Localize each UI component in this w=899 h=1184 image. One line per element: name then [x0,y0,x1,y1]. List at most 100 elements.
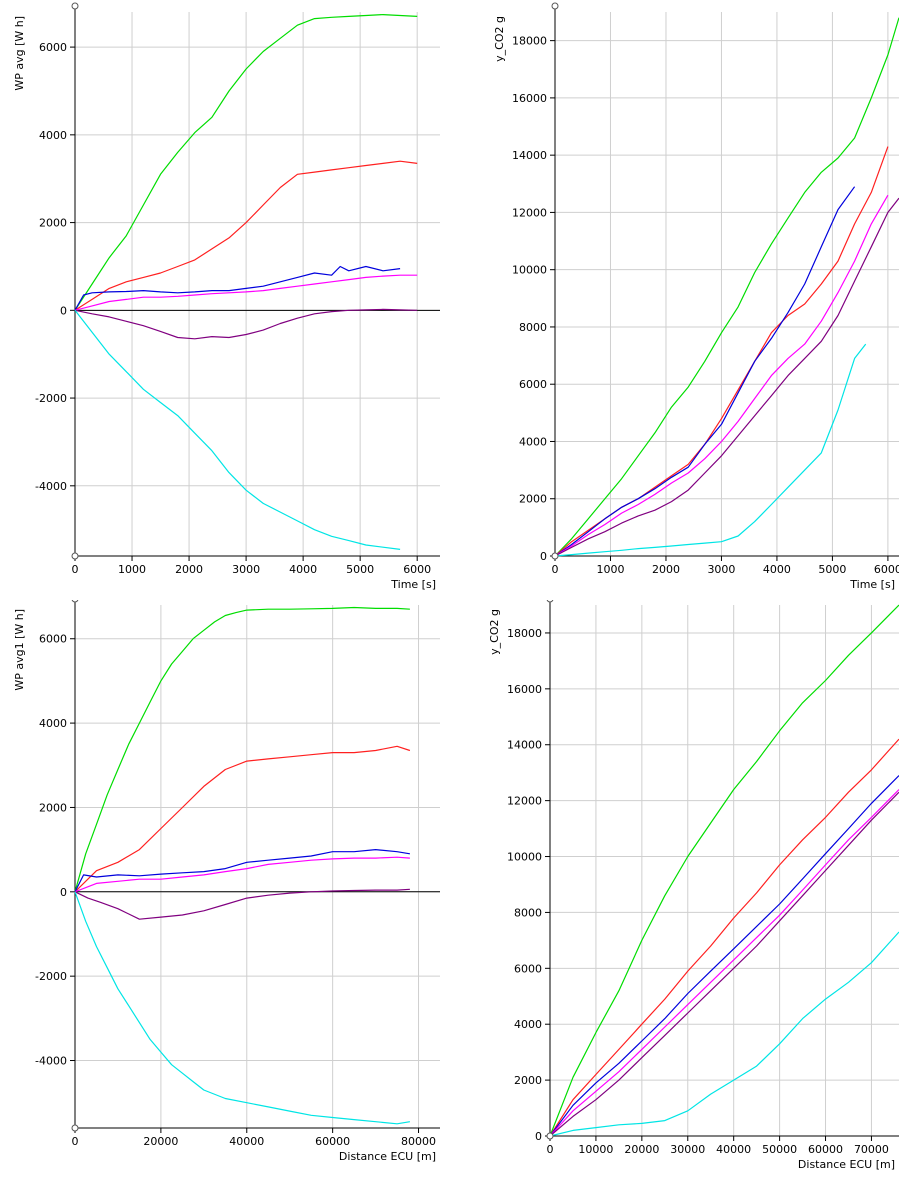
x-tick-label: 40000 [716,1143,751,1156]
y-tick-label: 16000 [512,92,547,105]
series-line-6 [549,931,899,1137]
y-axis-label: y_CO2 g [488,609,501,655]
y-tick-label: 18000 [507,627,542,640]
x-tick-label: 80000 [401,1135,436,1148]
axis-handle[interactable] [71,2,79,10]
series-line-1 [549,604,899,1137]
chart-wp-avg-vs-time: 0 1000 2000 3000 4000 5000 6000 -4000 -2000 0 2000… [13,2,440,591]
x-axis-label: Distance ECU [m] [339,1150,436,1163]
series-line-2 [549,738,899,1137]
x-tick-label: 20000 [143,1135,178,1148]
series-line-5 [74,888,410,920]
y-axis-label: WP avg1 [W h] [13,609,26,691]
series-line-6 [554,343,867,557]
x-axis-label: Distance ECU [m] [798,1158,895,1171]
y-tick-label: 14000 [507,739,542,752]
series-line-4 [554,194,889,557]
x-tick-label: 3000 [707,563,735,576]
chart-co2-vs-time: 0 1000 2000 3000 4000 5000 6000 0 2000 4000 6000 80… [493,2,899,591]
axis-handle[interactable] [71,552,79,560]
y-tick-label: 4000 [39,129,67,142]
axis-handle[interactable] [546,600,554,603]
axis-handle[interactable] [71,1124,79,1132]
y-tick-label: 12000 [512,206,547,219]
series-line-5 [74,308,418,340]
x-tick-label: 4000 [763,563,791,576]
y-tick-label: 10000 [512,264,547,277]
axis-handle[interactable] [551,552,559,560]
x-tick-label: 0 [72,1135,79,1148]
x-tick-label: 4000 [289,563,317,576]
y-tick-label: 6000 [519,378,547,391]
y-tick-label: 12000 [507,795,542,808]
x-tick-label: 0 [547,1143,554,1156]
y-tick-label: 0 [60,304,67,317]
x-tick-label: 70000 [854,1143,889,1156]
x-tick-label: 30000 [670,1143,705,1156]
x-tick-label: 5000 [346,563,374,576]
x-tick-label: 2000 [652,563,680,576]
x-tick-label: 6000 [403,563,431,576]
y-tick-label: 8000 [519,321,547,334]
series-line-2 [74,160,418,311]
series-line-3 [74,849,410,893]
axis-handle[interactable] [71,600,79,603]
axis-handle[interactable] [551,2,559,10]
series-line-4 [74,274,418,311]
chart-wp-avg1-vs-distance: 0 20000 40000 60000 80000 -4000 -2000 0 2000 4000… [13,600,440,1163]
y-tick-label: 2000 [39,801,67,814]
x-tick-label: 50000 [762,1143,797,1156]
y-tick-label: 4000 [39,717,67,730]
y-tick-label: 0 [535,1130,542,1143]
x-tick-label: 3000 [232,563,260,576]
series-line-5 [554,197,899,557]
x-tick-label: 6000 [874,563,899,576]
series-line-1 [74,14,418,311]
x-tick-label: 40000 [229,1135,264,1148]
y-tick-label: 6000 [39,41,67,54]
y-axis-label: WP avg [W h] [13,16,26,91]
x-tick-label: 5000 [818,563,846,576]
y-axis-label: y_CO2 g [493,16,506,62]
series-line-4 [74,856,410,893]
y-tick-label: 4000 [514,1018,542,1031]
x-tick-label: 1000 [596,563,624,576]
y-tick-label: 16000 [507,683,542,696]
x-tick-label: 60000 [315,1135,350,1148]
series-line-3 [549,775,899,1137]
y-tick-label: 0 [540,550,547,563]
y-tick-label: 2000 [39,217,67,230]
y-tick-label: 14000 [512,149,547,162]
series-line-1 [74,606,410,892]
series-line-5 [549,791,899,1137]
y-tick-label: 18000 [512,35,547,48]
chart-co2-vs-distance: 0 10000 20000 30000 40000 50000 60000 70000 0 200… [488,600,899,1171]
series-line-6 [74,891,410,1125]
series-line-6 [74,309,401,550]
series-line-3 [74,265,401,311]
x-tick-label: 0 [552,563,559,576]
y-tick-label: -2000 [35,392,67,405]
series-line-4 [549,789,899,1137]
x-axis-label: Time [s] [849,578,895,591]
y-tick-label: 4000 [519,435,547,448]
y-tick-label: 2000 [519,493,547,506]
y-tick-label: 10000 [507,851,542,864]
y-tick-label: -4000 [35,1055,67,1068]
y-tick-label: -2000 [35,970,67,983]
x-tick-label: 20000 [624,1143,659,1156]
series-line-1 [554,17,899,557]
x-tick-label: 0 [72,563,79,576]
x-tick-label: 60000 [808,1143,843,1156]
x-axis-label: Time [s] [390,578,436,591]
y-tick-label: 6000 [514,962,542,975]
x-tick-label: 10000 [578,1143,613,1156]
x-tick-label: 2000 [175,563,203,576]
y-tick-label: 6000 [39,633,67,646]
series-line-2 [74,745,411,893]
y-tick-label: 0 [60,886,67,899]
axis-handle[interactable] [546,1132,554,1140]
y-tick-label: 8000 [514,906,542,919]
x-tick-label: 1000 [118,563,146,576]
series-line-3 [554,186,856,557]
